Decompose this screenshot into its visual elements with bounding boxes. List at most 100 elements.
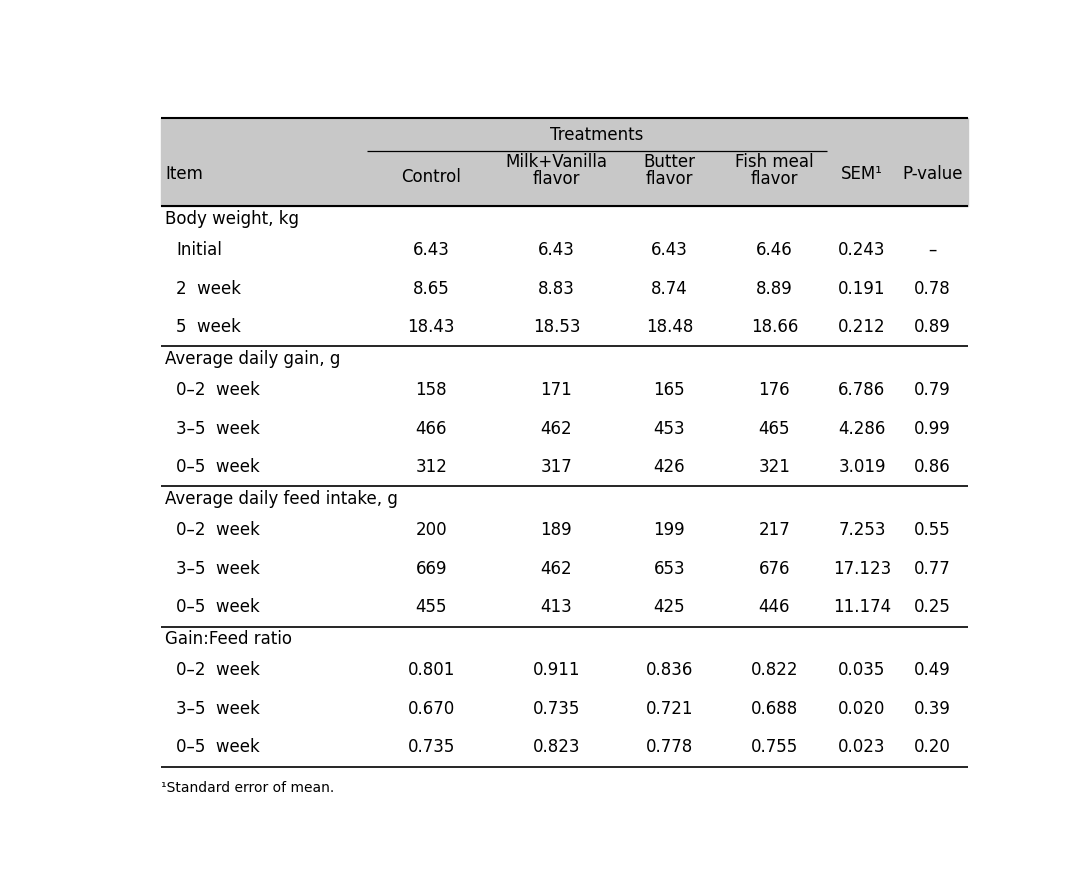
Text: 455: 455 (416, 598, 447, 616)
Text: 7.253: 7.253 (839, 522, 885, 539)
Text: Butter: Butter (643, 153, 695, 171)
Text: 0.243: 0.243 (839, 241, 885, 259)
Text: 217: 217 (758, 522, 790, 539)
Text: 0.688: 0.688 (751, 700, 797, 718)
Text: 446: 446 (758, 598, 790, 616)
Text: 0–2  week: 0–2 week (176, 522, 260, 539)
Text: Item: Item (165, 164, 203, 183)
Text: 6.46: 6.46 (756, 241, 793, 259)
Text: 653: 653 (653, 560, 686, 578)
Text: 425: 425 (653, 598, 686, 616)
Text: flavor: flavor (751, 171, 799, 188)
Text: 0.755: 0.755 (751, 738, 797, 757)
Text: 466: 466 (416, 420, 447, 438)
Text: 321: 321 (758, 458, 790, 476)
Text: 312: 312 (416, 458, 447, 476)
Text: 18.53: 18.53 (533, 318, 580, 336)
Text: 8.83: 8.83 (538, 279, 575, 298)
Text: Initial: Initial (176, 241, 221, 259)
Text: 413: 413 (540, 598, 572, 616)
Text: 676: 676 (758, 560, 790, 578)
Text: Gain:Feed ratio: Gain:Feed ratio (165, 630, 292, 648)
Text: 171: 171 (540, 381, 572, 400)
Text: 4.286: 4.286 (839, 420, 885, 438)
Text: 0.49: 0.49 (915, 661, 950, 680)
Text: 17.123: 17.123 (833, 560, 891, 578)
Text: 462: 462 (540, 420, 572, 438)
Text: 6.43: 6.43 (538, 241, 575, 259)
Text: 6.43: 6.43 (412, 241, 449, 259)
Text: 176: 176 (758, 381, 790, 400)
Text: 165: 165 (653, 381, 686, 400)
Text: 0.20: 0.20 (915, 738, 952, 757)
Text: 0.035: 0.035 (839, 661, 885, 680)
Text: 0.778: 0.778 (646, 738, 693, 757)
Text: 2  week: 2 week (176, 279, 241, 298)
Text: 0.191: 0.191 (839, 279, 885, 298)
Text: 0.77: 0.77 (915, 560, 950, 578)
Text: flavor: flavor (533, 171, 580, 188)
Text: 200: 200 (416, 522, 447, 539)
Text: 0–5  week: 0–5 week (176, 458, 259, 476)
Text: 18.48: 18.48 (646, 318, 693, 336)
Text: 669: 669 (416, 560, 447, 578)
Text: 0.020: 0.020 (839, 700, 885, 718)
Text: Fish meal: Fish meal (735, 153, 814, 171)
Text: 0.670: 0.670 (408, 700, 455, 718)
Text: 6.43: 6.43 (651, 241, 688, 259)
Text: 0.79: 0.79 (915, 381, 950, 400)
Text: Treatments: Treatments (550, 126, 643, 144)
Text: 18.66: 18.66 (751, 318, 799, 336)
Text: 0.735: 0.735 (533, 700, 580, 718)
Text: 0.721: 0.721 (646, 700, 693, 718)
Text: 0.735: 0.735 (408, 738, 455, 757)
Text: 453: 453 (653, 420, 686, 438)
Text: 158: 158 (416, 381, 447, 400)
Text: 189: 189 (540, 522, 572, 539)
Text: 0.911: 0.911 (533, 661, 580, 680)
Text: 0.823: 0.823 (533, 738, 580, 757)
Text: 6.786: 6.786 (839, 381, 885, 400)
Text: 0.55: 0.55 (915, 522, 950, 539)
Text: 0.801: 0.801 (408, 661, 455, 680)
Text: 0.836: 0.836 (646, 661, 693, 680)
Text: flavor: flavor (646, 171, 693, 188)
Text: 317: 317 (540, 458, 572, 476)
Text: 0–2  week: 0–2 week (176, 661, 260, 680)
Text: 426: 426 (653, 458, 686, 476)
Text: 0.39: 0.39 (915, 700, 952, 718)
Text: Average daily feed intake, g: Average daily feed intake, g (165, 490, 398, 507)
Text: 3–5  week: 3–5 week (176, 700, 260, 718)
Text: 11.174: 11.174 (833, 598, 891, 616)
Text: 18.43: 18.43 (408, 318, 455, 336)
Text: 0.86: 0.86 (915, 458, 950, 476)
Text: Milk+Vanilla: Milk+Vanilla (506, 153, 608, 171)
Text: 0.89: 0.89 (915, 318, 950, 336)
Text: 0–5  week: 0–5 week (176, 598, 259, 616)
Text: 462: 462 (540, 560, 572, 578)
Text: 8.65: 8.65 (413, 279, 449, 298)
Text: 0.023: 0.023 (839, 738, 885, 757)
Text: 0.822: 0.822 (751, 661, 799, 680)
Text: 8.89: 8.89 (756, 279, 793, 298)
Text: P-value: P-value (903, 164, 962, 183)
Text: ¹Standard error of mean.: ¹Standard error of mean. (161, 781, 334, 795)
Text: 0–5  week: 0–5 week (176, 738, 259, 757)
Text: 0–2  week: 0–2 week (176, 381, 260, 400)
Text: 3–5  week: 3–5 week (176, 420, 260, 438)
Text: Control: Control (401, 168, 461, 186)
Text: 3–5  week: 3–5 week (176, 560, 260, 578)
Text: –: – (929, 241, 936, 259)
Text: 0.212: 0.212 (838, 318, 885, 336)
Text: SEM¹: SEM¹ (841, 164, 883, 183)
Text: 5  week: 5 week (176, 318, 241, 336)
Text: 0.25: 0.25 (915, 598, 952, 616)
Text: Average daily gain, g: Average daily gain, g (165, 350, 341, 368)
Text: 465: 465 (758, 420, 790, 438)
Text: 0.99: 0.99 (915, 420, 950, 438)
Text: 199: 199 (653, 522, 686, 539)
Text: 0.78: 0.78 (915, 279, 950, 298)
Text: 8.74: 8.74 (651, 279, 688, 298)
Text: Body weight, kg: Body weight, kg (165, 210, 299, 227)
Text: 3.019: 3.019 (839, 458, 885, 476)
